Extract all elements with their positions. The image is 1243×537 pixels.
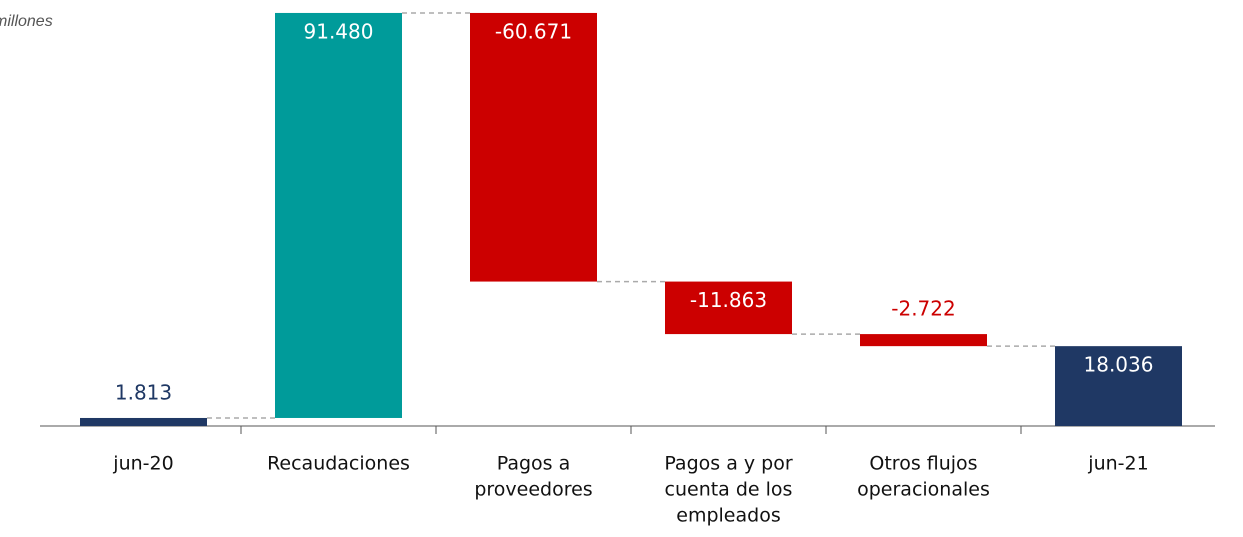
bar [860, 334, 987, 347]
value-label: -60.671 [495, 19, 572, 43]
bar [80, 417, 207, 426]
value-label: -11.863 [690, 288, 767, 312]
x-tick-label: jun-20 [112, 453, 173, 475]
x-tick-label: Otros flujos [869, 453, 977, 475]
x-tick-label: Pagos a [497, 453, 571, 475]
value-label: -2.722 [891, 297, 955, 321]
x-tick-label: cuenta de los [665, 479, 793, 501]
x-tick-label: operacionales [857, 479, 990, 501]
x-tick-label: Recaudaciones [267, 453, 410, 475]
bar [275, 12, 402, 418]
unit-note: millones [0, 13, 53, 30]
x-tick-label: proveedores [474, 479, 592, 501]
bar [1055, 346, 1182, 426]
x-tick-label: Pagos a y por [664, 453, 793, 475]
bar [470, 12, 597, 282]
value-label: 18.036 [1084, 353, 1154, 377]
x-tick-label: jun-21 [1087, 453, 1148, 475]
value-label: 1.813 [115, 380, 172, 404]
x-tick-label: empleados [676, 505, 780, 527]
value-label: 91.480 [304, 19, 374, 43]
bar [665, 281, 792, 335]
